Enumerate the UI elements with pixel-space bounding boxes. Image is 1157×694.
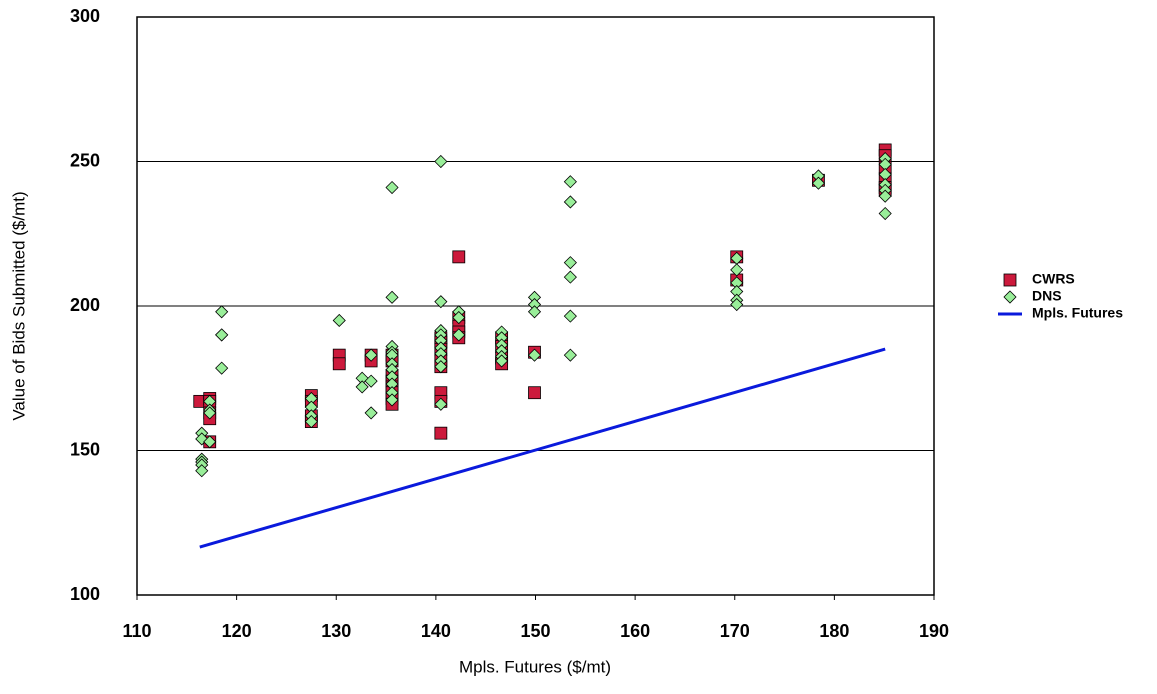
y-axis-label: Value of Bids Submitted ($/mt) xyxy=(9,191,28,420)
data-point xyxy=(563,195,577,209)
x-tick-label: 110 xyxy=(122,621,151,641)
legend-label: CWRS xyxy=(1032,271,1075,287)
data-point xyxy=(385,393,399,407)
data-point xyxy=(215,328,229,342)
data-point xyxy=(332,357,346,371)
data-point xyxy=(452,328,466,342)
x-tick-label: 140 xyxy=(421,621,451,641)
plot-frame xyxy=(136,16,935,596)
data-point xyxy=(730,297,744,312)
data-point xyxy=(563,175,577,189)
data-point xyxy=(527,305,542,319)
data-point xyxy=(332,313,346,328)
x-tick-label: 150 xyxy=(520,621,550,641)
legend-label: DNS xyxy=(1032,288,1062,304)
data-point xyxy=(304,415,318,429)
data-point xyxy=(215,361,229,375)
data-point xyxy=(878,206,892,221)
data-point xyxy=(364,406,378,420)
y-tick-label: 100 xyxy=(70,584,100,604)
data-point xyxy=(215,305,229,319)
x-tick-label: 160 xyxy=(620,621,650,641)
data-point xyxy=(385,290,399,304)
x-tick-label: 190 xyxy=(919,621,949,641)
data-point xyxy=(452,310,466,325)
data-point xyxy=(203,406,217,420)
data-point xyxy=(203,435,217,449)
data-point xyxy=(528,386,541,400)
data-point xyxy=(563,270,577,284)
data-point xyxy=(495,354,509,368)
data-point xyxy=(878,189,892,203)
legend-symbol xyxy=(1003,290,1017,304)
x-axis-label: Mpls. Futures ($/mt) xyxy=(459,657,611,676)
data-point xyxy=(434,426,448,440)
legend-symbol xyxy=(1003,273,1017,287)
data-point xyxy=(385,180,399,195)
series-line xyxy=(199,347,886,549)
x-tick-label: 170 xyxy=(720,621,750,641)
data-point xyxy=(434,295,448,309)
data-point xyxy=(563,348,577,362)
legend-label: Mpls. Futures xyxy=(1032,305,1123,321)
y-tick-label: 250 xyxy=(70,150,100,170)
data-point xyxy=(364,374,378,388)
data-point xyxy=(563,256,577,270)
y-tick-label: 150 xyxy=(70,439,100,459)
data-point xyxy=(527,348,542,362)
y-tick-label: 300 xyxy=(70,6,100,26)
data-point xyxy=(355,380,369,394)
x-tick-label: 180 xyxy=(819,621,849,641)
x-tick-label: 130 xyxy=(321,621,351,641)
data-point xyxy=(563,309,577,323)
y-tick-label: 200 xyxy=(70,295,100,315)
data-point xyxy=(434,360,448,374)
data-point xyxy=(434,154,448,169)
x-tick-label: 120 xyxy=(222,621,252,641)
data-point xyxy=(452,250,466,264)
data-point xyxy=(811,176,826,190)
data-point xyxy=(364,348,378,362)
data-point xyxy=(434,397,448,411)
data-point xyxy=(195,464,209,478)
data-point xyxy=(730,263,744,277)
